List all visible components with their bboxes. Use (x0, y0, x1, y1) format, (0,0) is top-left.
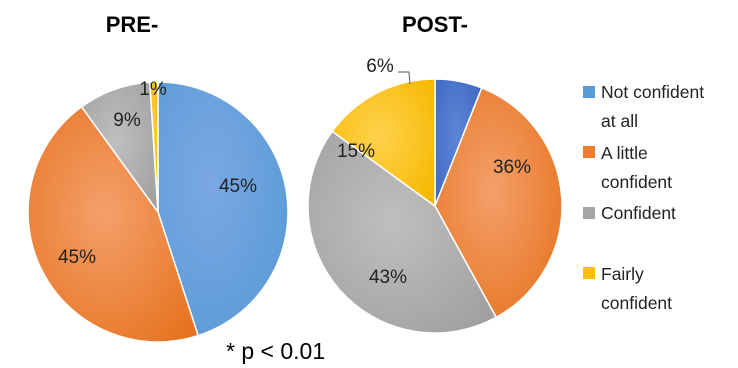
legend-swatch-confident (583, 207, 595, 219)
pre-label-not-confident: 45% (219, 176, 257, 197)
legend-swatch-not-confident (583, 86, 595, 98)
legend-swatch-fairly-confident (583, 267, 595, 279)
pre-label-a-little-confident: 45% (58, 247, 96, 268)
significance-note: * p < 0.01 (226, 338, 325, 364)
post-slice-fairly-confident (331, 78, 436, 208)
post-label-confident: 43% (369, 267, 407, 288)
post-label-a-little-confident: 36% (493, 157, 531, 178)
post-label-not-confident: 6% (366, 56, 394, 77)
post-label-fairly-confident: 15% (337, 141, 375, 162)
post-pie (307, 78, 563, 334)
post-slice-confident (307, 130, 498, 334)
legend-label-fairly-line2: confident (601, 293, 672, 313)
legend-label-a-little-line1: A little (601, 143, 648, 163)
pre-slice-fairly-confident (149, 81, 159, 213)
legend: Not confident at all A little confident … (583, 82, 704, 313)
post-chart-title: POST- (402, 12, 468, 37)
pre-label-confident: 9% (113, 110, 141, 131)
legend-label-fairly-line1: Fairly (601, 264, 644, 284)
legend-swatch-a-little-confident (583, 146, 595, 158)
pre-slice-not-confident (157, 81, 289, 337)
pre-slice-a-little-confident (27, 105, 200, 343)
legend-label-not-confident-line1: Not confident (601, 82, 704, 102)
legend-label-a-little-line2: confident (601, 172, 672, 192)
post-6-leader-line (398, 71, 411, 85)
post-slice-a-little-confident (434, 86, 563, 319)
legend-label-confident: Confident (601, 203, 676, 223)
pre-label-fairly-confident: 1% (139, 79, 167, 100)
pre-chart-title: PRE- (106, 12, 159, 37)
pre-pie (27, 81, 289, 343)
legend-label-not-confident-line2: at all (601, 111, 638, 131)
